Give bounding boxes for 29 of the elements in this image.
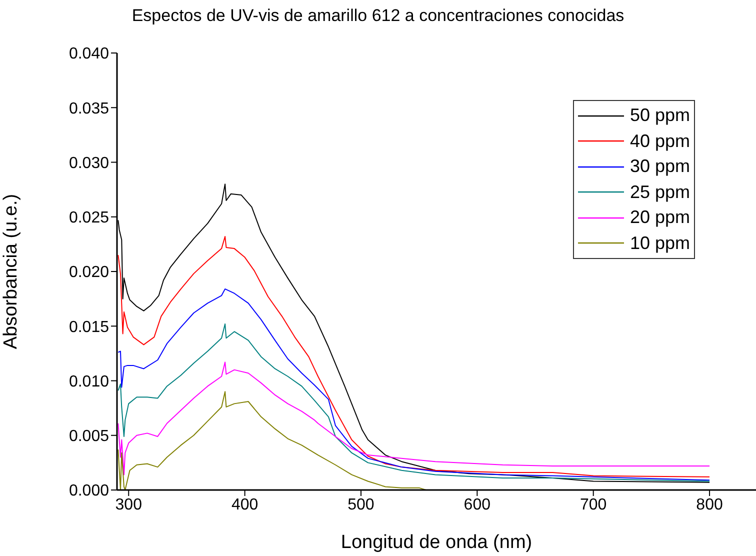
x-tick-label: 400	[231, 496, 258, 514]
x-tick-label: 600	[464, 496, 491, 514]
x-tick-label: 300	[115, 496, 142, 514]
legend-label: 30 ppm	[630, 156, 690, 178]
line-series	[118, 323, 710, 482]
y-tick-label: 0.025	[68, 210, 110, 227]
y-tick-label: 0.030	[68, 154, 110, 172]
legend-label: 40 ppm	[630, 130, 690, 152]
line-series	[118, 362, 710, 476]
y-tick-label: 0.005	[68, 428, 110, 446]
x-tick-label: 800	[696, 496, 723, 514]
line-series	[118, 288, 710, 481]
y-tick-label: 0.020	[68, 264, 110, 282]
legend-label: 20 ppm	[630, 207, 690, 228]
y-tick-label: 0.015	[68, 318, 110, 336]
legend-label: 10 ppm	[630, 232, 690, 254]
x-tick-label: 700	[580, 496, 607, 514]
y-axis-title: Absorbancia (u.e.)	[0, 194, 22, 350]
x-tick-label: 500	[348, 496, 374, 514]
y-tick-label: 0.010	[68, 373, 110, 390]
y-tick-label: 0.000	[68, 482, 110, 500]
line-series	[118, 391, 427, 490]
y-tick-label: 0.040	[68, 46, 110, 63]
y-tick-label: 0.035	[68, 100, 110, 118]
x-axis-title: Longitud de onda (nm)	[340, 532, 532, 553]
legend-label: 50 ppm	[630, 105, 690, 126]
legend-label: 25 ppm	[630, 182, 690, 203]
chart-title: Espectos de UV-vis de amarillo 612 a concentraciones conocidas	[130, 6, 626, 26]
line-series	[118, 236, 710, 478]
